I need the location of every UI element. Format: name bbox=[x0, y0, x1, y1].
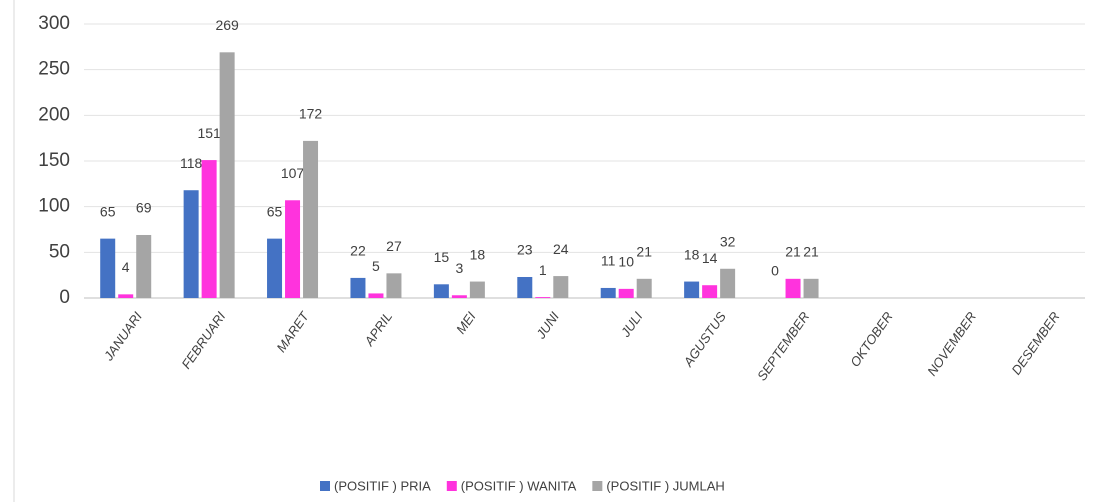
bar bbox=[183, 190, 199, 298]
bar bbox=[386, 273, 402, 298]
data-label: 21 bbox=[636, 244, 652, 260]
data-label: 11 bbox=[601, 253, 616, 269]
bar bbox=[201, 160, 217, 298]
x-tick-label: OKTOBER bbox=[847, 309, 896, 369]
bar bbox=[285, 200, 301, 298]
bar bbox=[517, 276, 533, 298]
data-label: 172 bbox=[299, 106, 323, 122]
data-label: 14 bbox=[702, 250, 718, 266]
x-tick-label: JANUARI bbox=[100, 309, 145, 364]
legend-swatch bbox=[320, 481, 330, 491]
bar bbox=[702, 285, 718, 298]
data-label: 18 bbox=[684, 246, 700, 262]
bar bbox=[433, 284, 449, 298]
data-label: 24 bbox=[553, 241, 569, 257]
bar bbox=[219, 52, 235, 299]
bar bbox=[451, 295, 467, 298]
x-tick-label: JULI bbox=[617, 309, 645, 341]
bar bbox=[350, 277, 366, 298]
data-label: 23 bbox=[517, 242, 533, 258]
data-label: 151 bbox=[197, 125, 221, 141]
bar bbox=[136, 234, 152, 298]
data-label: 21 bbox=[803, 244, 819, 260]
data-label: 269 bbox=[215, 17, 239, 33]
x-tick-label: NOVEMBER bbox=[924, 309, 979, 379]
bar bbox=[267, 238, 283, 298]
bar bbox=[600, 287, 616, 298]
bar bbox=[469, 281, 485, 298]
legend-swatch bbox=[592, 481, 603, 491]
y-tick-label: 250 bbox=[38, 59, 70, 80]
x-tick-label: MARET bbox=[273, 308, 312, 355]
data-label: 27 bbox=[386, 238, 402, 254]
x-tick-label: APRIL bbox=[361, 309, 395, 349]
data-label: 0 bbox=[771, 263, 779, 279]
x-tick-label: SEPTEMBER bbox=[754, 309, 812, 383]
bar bbox=[118, 294, 134, 298]
x-tick-label: MEI bbox=[453, 309, 479, 337]
bar bbox=[535, 297, 551, 298]
y-tick-label: 300 bbox=[38, 13, 70, 34]
bar bbox=[684, 281, 700, 298]
data-label: 18 bbox=[470, 246, 486, 262]
x-tick-label: JUNI bbox=[533, 309, 563, 342]
bar bbox=[803, 278, 819, 298]
x-tick-label: FEBRUARI bbox=[178, 309, 228, 372]
data-label: 65 bbox=[100, 203, 116, 219]
y-tick-label: 150 bbox=[38, 150, 70, 171]
legend-label: (POSITIF ) PRIA bbox=[334, 478, 431, 493]
bar bbox=[303, 140, 319, 298]
data-label: 3 bbox=[455, 260, 463, 276]
bar bbox=[618, 288, 634, 298]
y-tick-label: 100 bbox=[38, 196, 70, 217]
data-label: 15 bbox=[434, 249, 450, 265]
y-tick-label: 50 bbox=[49, 241, 70, 262]
y-tick-label: 200 bbox=[38, 104, 70, 125]
bar bbox=[368, 293, 384, 298]
x-tick-label: AGUSTUS bbox=[680, 309, 729, 370]
bar bbox=[553, 276, 569, 298]
data-label: 10 bbox=[618, 254, 634, 270]
data-label: 21 bbox=[785, 244, 801, 260]
data-label: 32 bbox=[720, 233, 736, 249]
x-tick-label: DESEMBER bbox=[1008, 309, 1062, 377]
data-label: 65 bbox=[267, 203, 283, 219]
legend-label: (POSITIF ) WANITA bbox=[461, 478, 577, 493]
data-label: 4 bbox=[122, 259, 130, 275]
bar bbox=[720, 268, 736, 298]
data-label: 22 bbox=[350, 243, 366, 259]
bar bbox=[785, 278, 801, 298]
data-label: 5 bbox=[372, 258, 380, 274]
legend-swatch bbox=[446, 481, 457, 491]
data-label: 118 bbox=[180, 155, 203, 171]
y-tick-label: 0 bbox=[59, 287, 70, 308]
bar bbox=[100, 238, 116, 298]
data-label: 107 bbox=[281, 165, 305, 181]
data-label: 69 bbox=[136, 200, 152, 216]
bar bbox=[636, 278, 652, 298]
legend-label: (POSITIF ) JUMLAH bbox=[606, 478, 724, 493]
data-label: 1 bbox=[539, 262, 547, 278]
